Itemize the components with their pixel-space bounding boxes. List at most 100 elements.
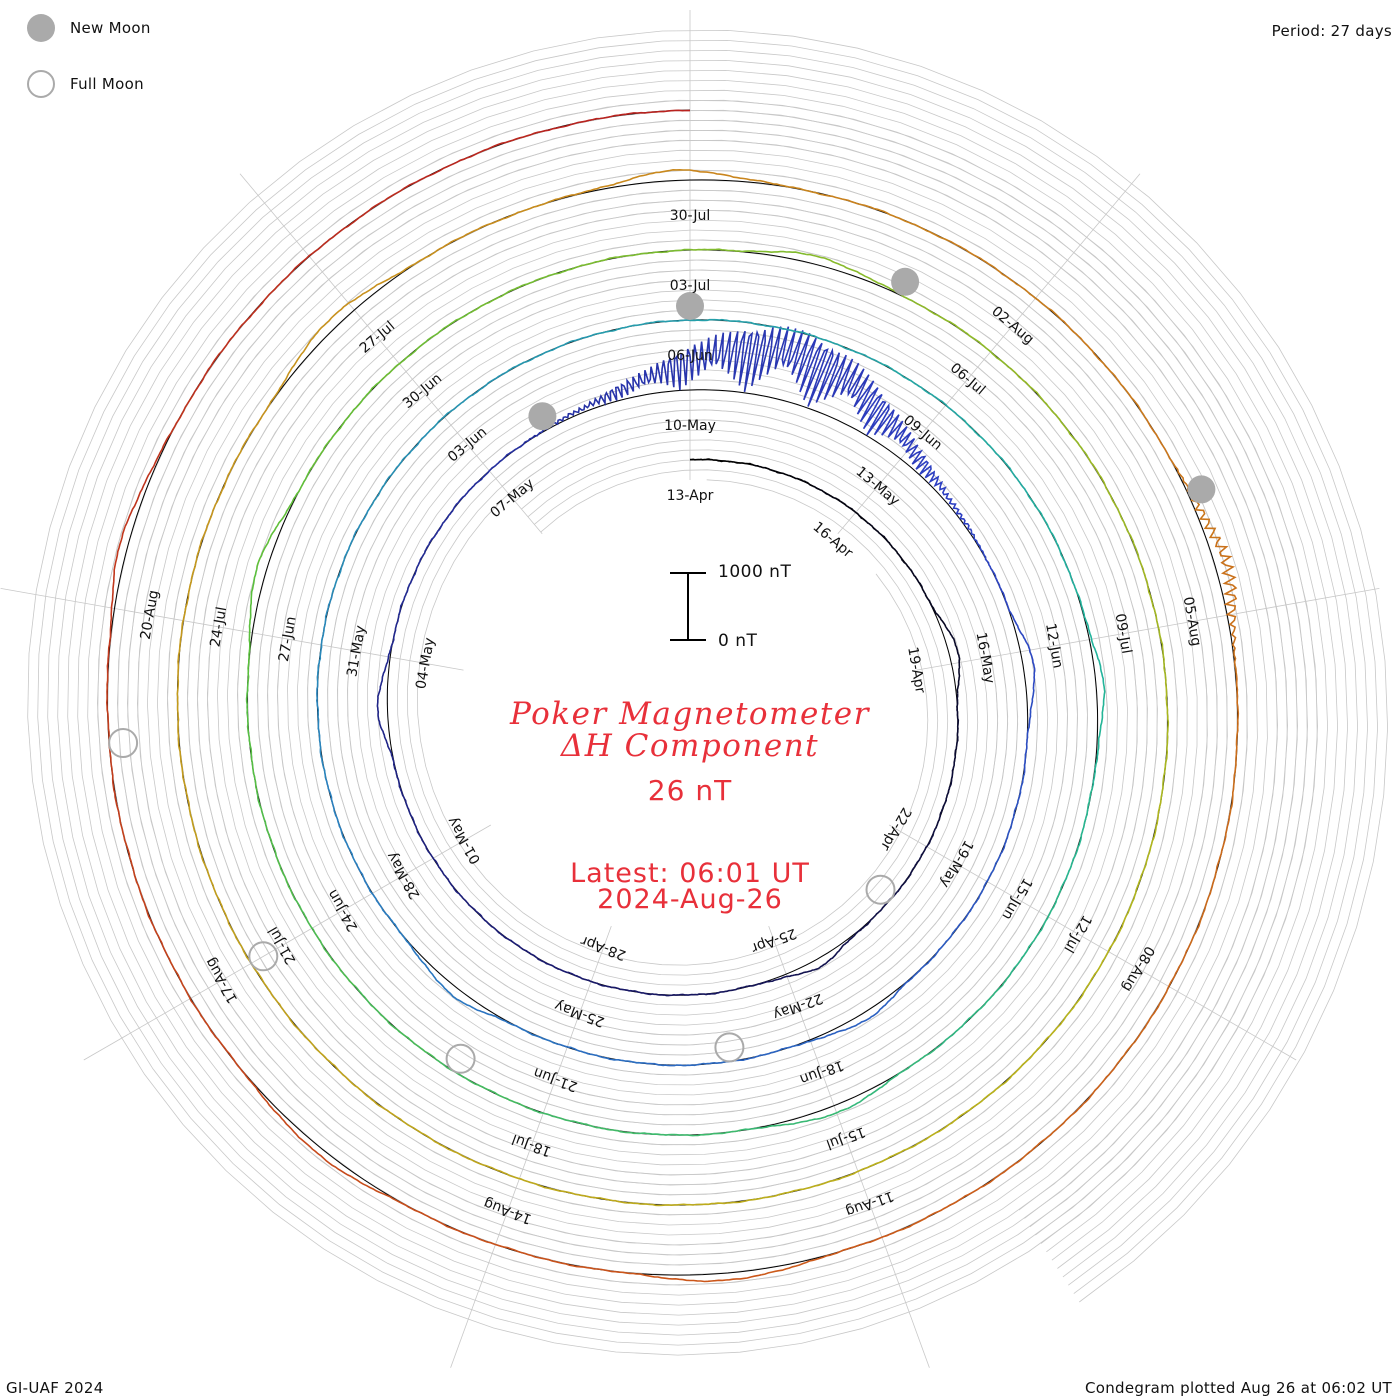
- date-tick-label: 13-May: [853, 464, 903, 510]
- trace-segment: [470, 266, 577, 313]
- trace-segment: [380, 311, 472, 382]
- trace-segment: [609, 348, 691, 402]
- trace-segment: [1010, 367, 1089, 458]
- trace-segment: [250, 322, 328, 433]
- trace-segment: [192, 278, 286, 396]
- trace-segment: [316, 593, 333, 687]
- full-moon-marker: [445, 1043, 476, 1074]
- date-tick-label: 30-Jun: [400, 370, 445, 412]
- trace-segment: [627, 1199, 752, 1207]
- date-tick-label: 22-Apr: [877, 804, 914, 853]
- date-tick-label: 25-Apr: [749, 925, 799, 956]
- trace-segment: [436, 198, 559, 251]
- date-tick-label: 10-May: [664, 418, 716, 434]
- trace-segment: [518, 945, 584, 980]
- new-moon-marker: [676, 292, 704, 320]
- trace-segment: [895, 929, 957, 995]
- date-tick-label: 06-Jul: [947, 360, 988, 398]
- trace-segment: [309, 380, 382, 470]
- date-tick-label: 05-Aug: [1180, 596, 1204, 648]
- trace-segment: [393, 766, 422, 838]
- trace-segment: [476, 433, 540, 484]
- trace-segment: [822, 193, 949, 242]
- date-tick-label: 03-Jun: [445, 424, 490, 466]
- grid-ring: [127, 129, 1289, 1256]
- trace-segment: [901, 825, 938, 886]
- date-tick-label: 09-Jul: [1112, 612, 1135, 655]
- trace-segment: [847, 1047, 937, 1110]
- trace-segment: [1087, 457, 1142, 564]
- latest-date: 2024-Aug-26: [597, 884, 783, 915]
- trace-segment: [913, 301, 1012, 370]
- trace-segment: [953, 693, 960, 761]
- legend-full-moon: Full Moon: [27, 70, 144, 98]
- trace-segment: [870, 1104, 978, 1167]
- trace-segment: [505, 1173, 628, 1204]
- trace-segment: [787, 328, 882, 364]
- date-tick-label: 17-Aug: [202, 955, 241, 1006]
- legend-full-moon-label: Full Moon: [70, 75, 144, 93]
- trace-segment: [428, 372, 506, 433]
- trace-segment: [1229, 675, 1240, 814]
- date-tick-label: 08-Aug: [1119, 943, 1158, 994]
- trace-segment: [1009, 884, 1064, 976]
- new-moon-icon: [27, 14, 55, 42]
- trace-segment: [284, 188, 404, 280]
- date-tick-label: 22-May: [771, 990, 825, 1023]
- grid-spokes: [0, 10, 1380, 1368]
- trace-segment: [725, 974, 796, 993]
- trace-segment: [407, 942, 474, 1009]
- moon-markers: [108, 267, 1216, 1074]
- date-tick-label: 13-Apr: [667, 488, 714, 504]
- scale-bar: [670, 572, 706, 641]
- grid-ring: [87, 89, 1329, 1296]
- trace-segment: [910, 569, 947, 628]
- new-moon-marker: [891, 267, 920, 296]
- trace-segment: [576, 248, 691, 269]
- trace-segment: [1188, 812, 1231, 946]
- trace-segment: [794, 935, 855, 976]
- chart-title: Poker Magnetometer: [510, 696, 870, 732]
- trace-segment: [558, 168, 690, 200]
- date-tick-label: 12-Jun: [1042, 622, 1066, 670]
- trace-segment: [354, 986, 437, 1061]
- full-moon-marker: [108, 728, 139, 758]
- trace-segment: [593, 319, 691, 336]
- full-moon-marker: [248, 941, 279, 972]
- grid-rings: [27, 29, 1389, 1356]
- trace-segment: [856, 380, 927, 470]
- trace-segment: [462, 897, 520, 947]
- trace-segment: [645, 1059, 735, 1067]
- trace-segment: [935, 974, 1011, 1050]
- trace-segment: [962, 418, 1029, 496]
- trace-segment: [742, 1107, 849, 1131]
- date-tick-label: 20-Aug: [138, 589, 162, 641]
- credit-label: GI-UAF 2024: [6, 1379, 104, 1397]
- grid-spoke: [239, 173, 543, 535]
- trace-segment: [1023, 688, 1035, 774]
- trace-segment: [531, 1108, 637, 1135]
- trace-segment: [1140, 563, 1167, 681]
- date-tick-label: 03-Jul: [670, 278, 711, 294]
- trace-segment: [654, 990, 726, 997]
- date-tick-label: 12-Jul: [1060, 912, 1094, 955]
- trace-segment: [376, 690, 396, 767]
- trace-segment: [379, 615, 400, 691]
- trace-segment: [954, 855, 1001, 931]
- grid-ring: [67, 69, 1349, 1316]
- current-value: 26 nT: [647, 774, 733, 807]
- trace-segment: [636, 1128, 744, 1137]
- trace-segment: [1007, 606, 1036, 689]
- trace-segment: [229, 925, 302, 1033]
- trace-segment: [325, 779, 359, 867]
- trace-segment: [402, 130, 542, 190]
- scale-bottom-label: 0 nT: [718, 631, 758, 651]
- grid-ring: [57, 59, 1359, 1326]
- trace-segment: [292, 896, 357, 988]
- grid-spoke: [0, 588, 464, 671]
- legend-new-moon-label: New Moon: [70, 19, 151, 37]
- trace-segment: [541, 109, 691, 133]
- trace-segment: [1063, 915, 1128, 1020]
- trace-segment: [751, 1165, 871, 1201]
- trace-segment: [947, 239, 1060, 318]
